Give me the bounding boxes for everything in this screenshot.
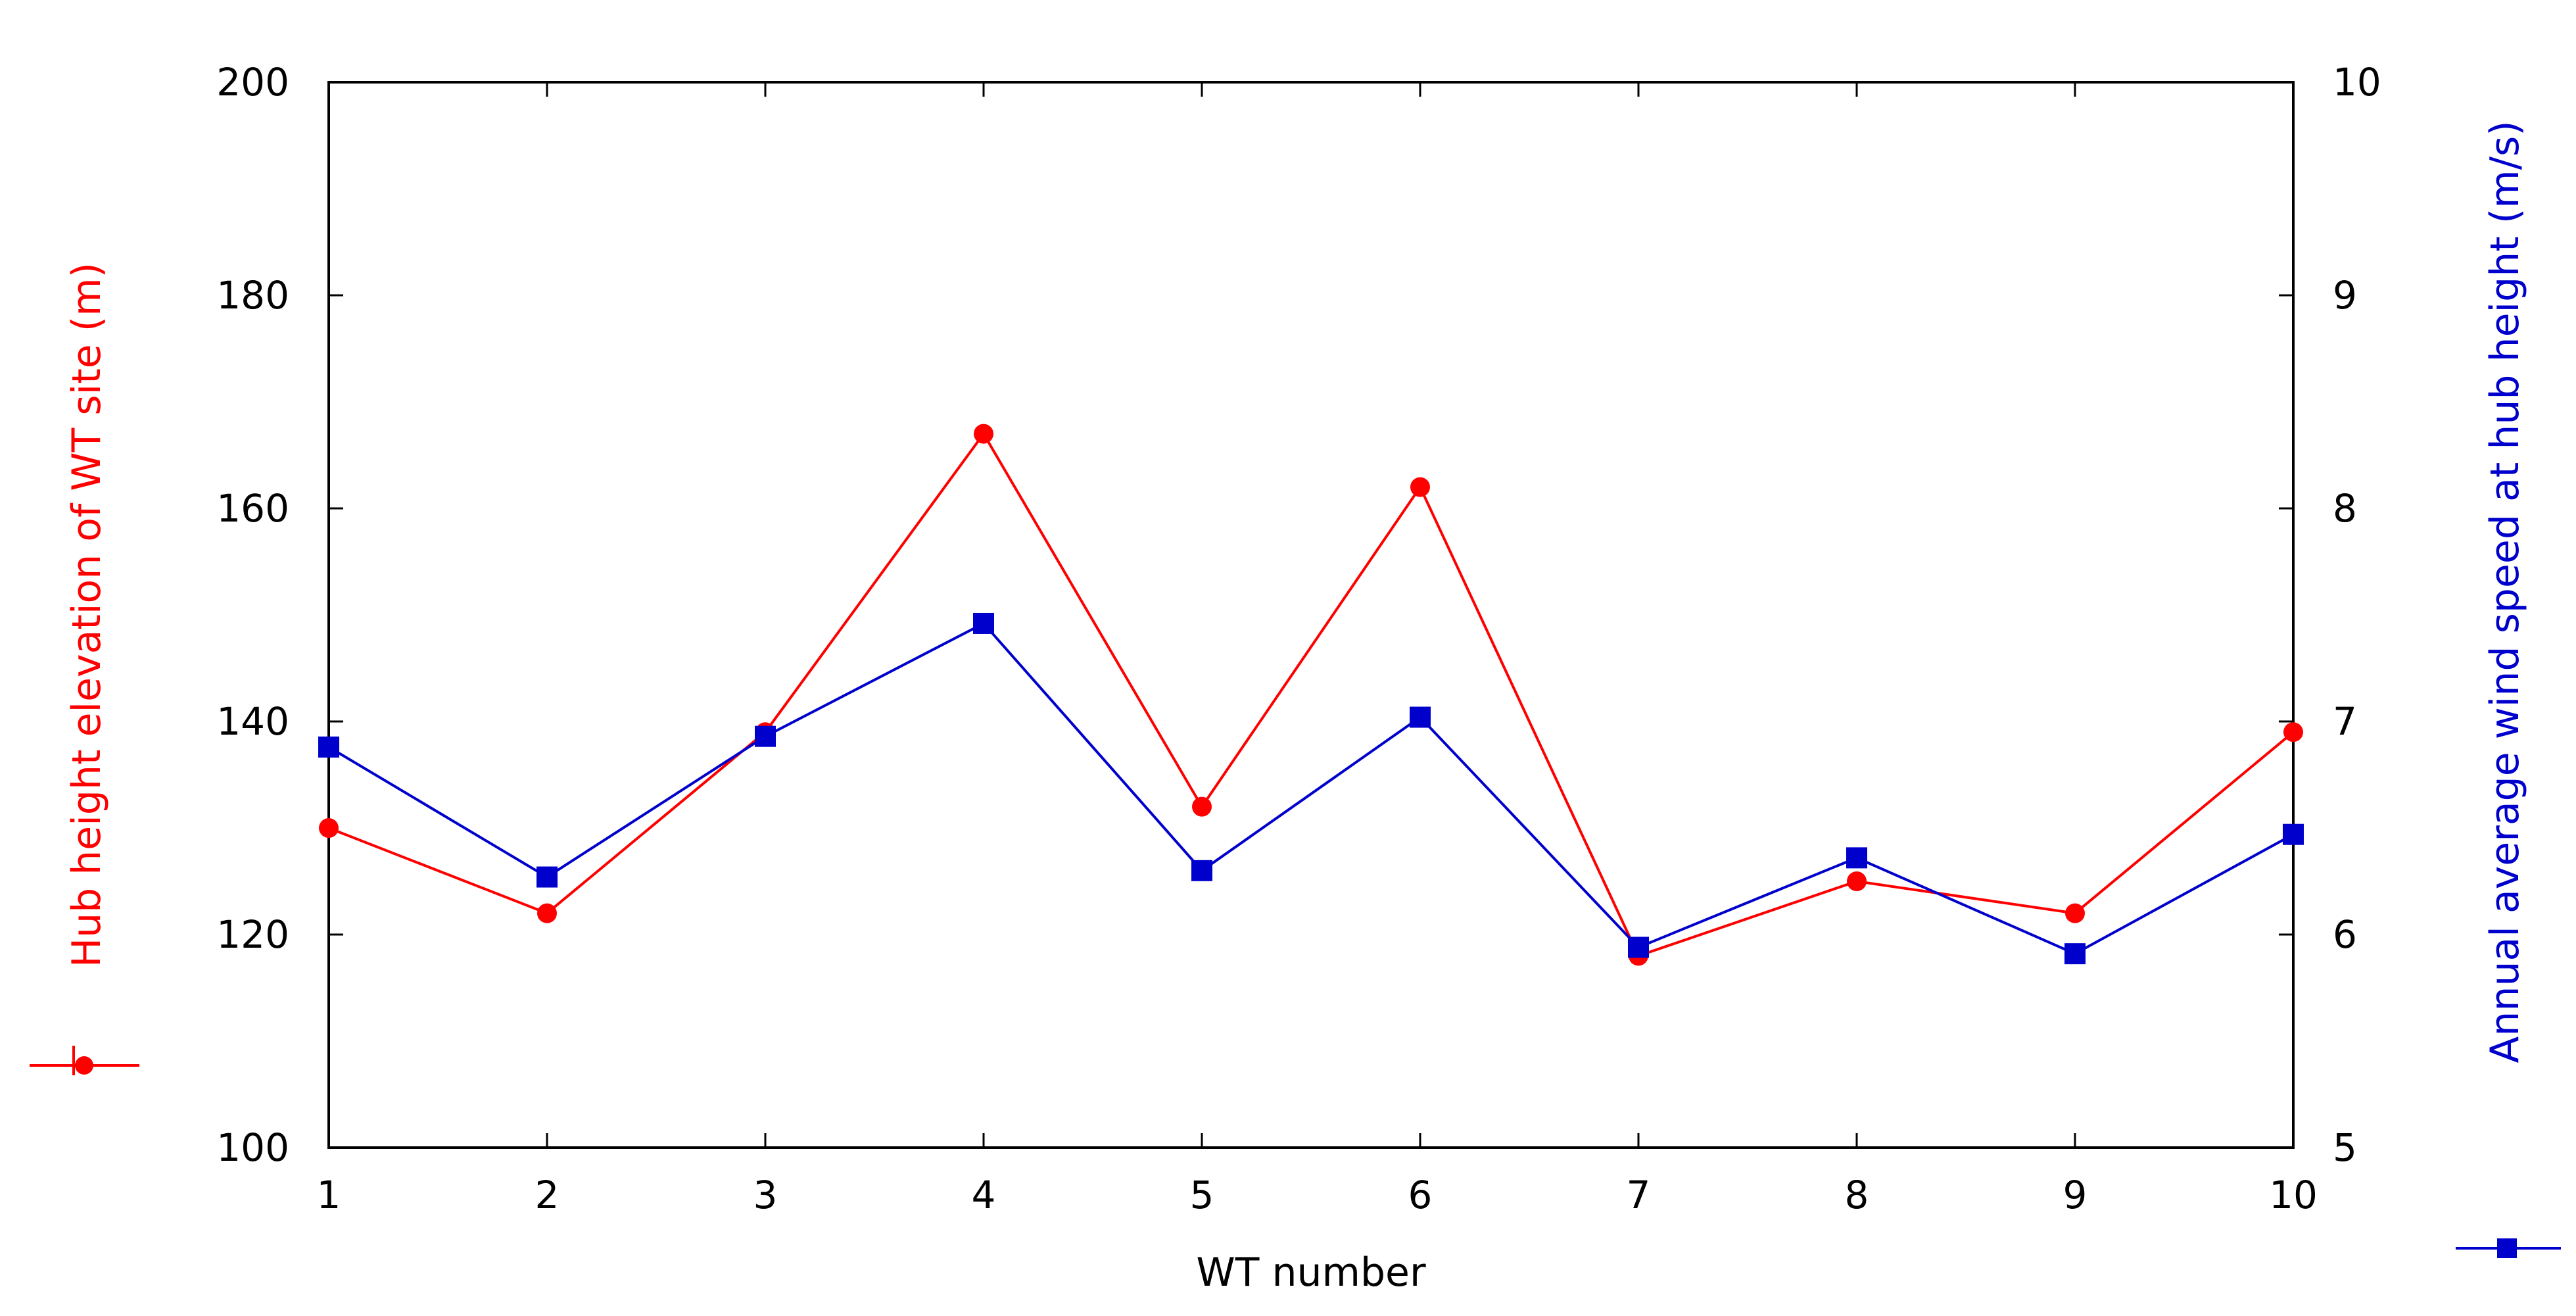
x-tick-label: 4 [972, 1173, 996, 1217]
y-right-tick-label: 9 [2333, 273, 2357, 318]
data-point-left [1192, 796, 1212, 817]
data-point-left [2065, 903, 2085, 923]
data-point-left [319, 818, 339, 838]
plot-frame [327, 81, 2295, 1149]
y-right-tick-label: 8 [2333, 486, 2357, 531]
y-axis-right-label: Annual average wind speed at hub height … [2482, 120, 2528, 1063]
y-axis-left-label: Hub height elevation of WT site (m) [64, 262, 110, 967]
data-point-right [2064, 943, 2086, 965]
data-point-left [1410, 477, 1430, 497]
data-point-right [1628, 937, 1649, 958]
legend-right-key [2456, 1238, 2561, 1258]
x-tick-label: 9 [2063, 1173, 2087, 1217]
x-tick-label: 1 [317, 1173, 341, 1217]
x-tick-label: 2 [535, 1173, 560, 1217]
y-left-tick-label: 180 [216, 273, 289, 318]
data-point-right [318, 736, 339, 758]
data-point-right [2283, 823, 2304, 845]
series-line-2 [327, 621, 2294, 956]
ticks-layer: 1 2 3 4 5 6 7 8 9 10 100 120 140 160 180 200 5 6 7 8 9 10 [216, 60, 2381, 1217]
legend-left-marker-icon [75, 1056, 93, 1075]
legend-right-marker-icon [2497, 1238, 2517, 1258]
data-point-left [537, 903, 557, 923]
data-point-right [755, 725, 776, 747]
x-tick-label: 6 [1408, 1173, 1433, 1217]
y-left-tick-label: 200 [216, 60, 289, 105]
data-point-right [1410, 706, 1431, 728]
data-point-right [1191, 860, 1212, 881]
series-layer [318, 424, 2304, 966]
y-right-tick-label: 5 [2333, 1125, 2357, 1170]
y-left-tick-label: 160 [216, 486, 289, 531]
y-left-tick-label: 100 [216, 1125, 289, 1170]
data-point-right [1846, 847, 1867, 869]
y-left-tick-label: 120 [216, 912, 289, 957]
y-right-tick-label: 7 [2333, 699, 2357, 744]
data-point-left [974, 424, 993, 444]
y-right-tick-label: 10 [2333, 60, 2381, 105]
legend-left-key [30, 1046, 139, 1075]
data-point-left [2283, 722, 2303, 743]
x-tick-label: 5 [1190, 1173, 1214, 1217]
series-line-1 [328, 431, 2295, 958]
data-point-right [973, 612, 994, 634]
x-tick-label: 8 [1845, 1173, 1869, 1217]
x-axis-label: WT number [1196, 1250, 1426, 1296]
x-tick-label: 7 [1627, 1173, 1651, 1217]
y-right-tick-label: 6 [2333, 912, 2357, 957]
y-left-tick-label: 140 [216, 699, 289, 744]
x-tick-label: 3 [753, 1173, 778, 1217]
data-point-left [1847, 871, 1867, 891]
x-tick-label: 10 [2269, 1173, 2318, 1217]
data-point-right [537, 866, 558, 888]
